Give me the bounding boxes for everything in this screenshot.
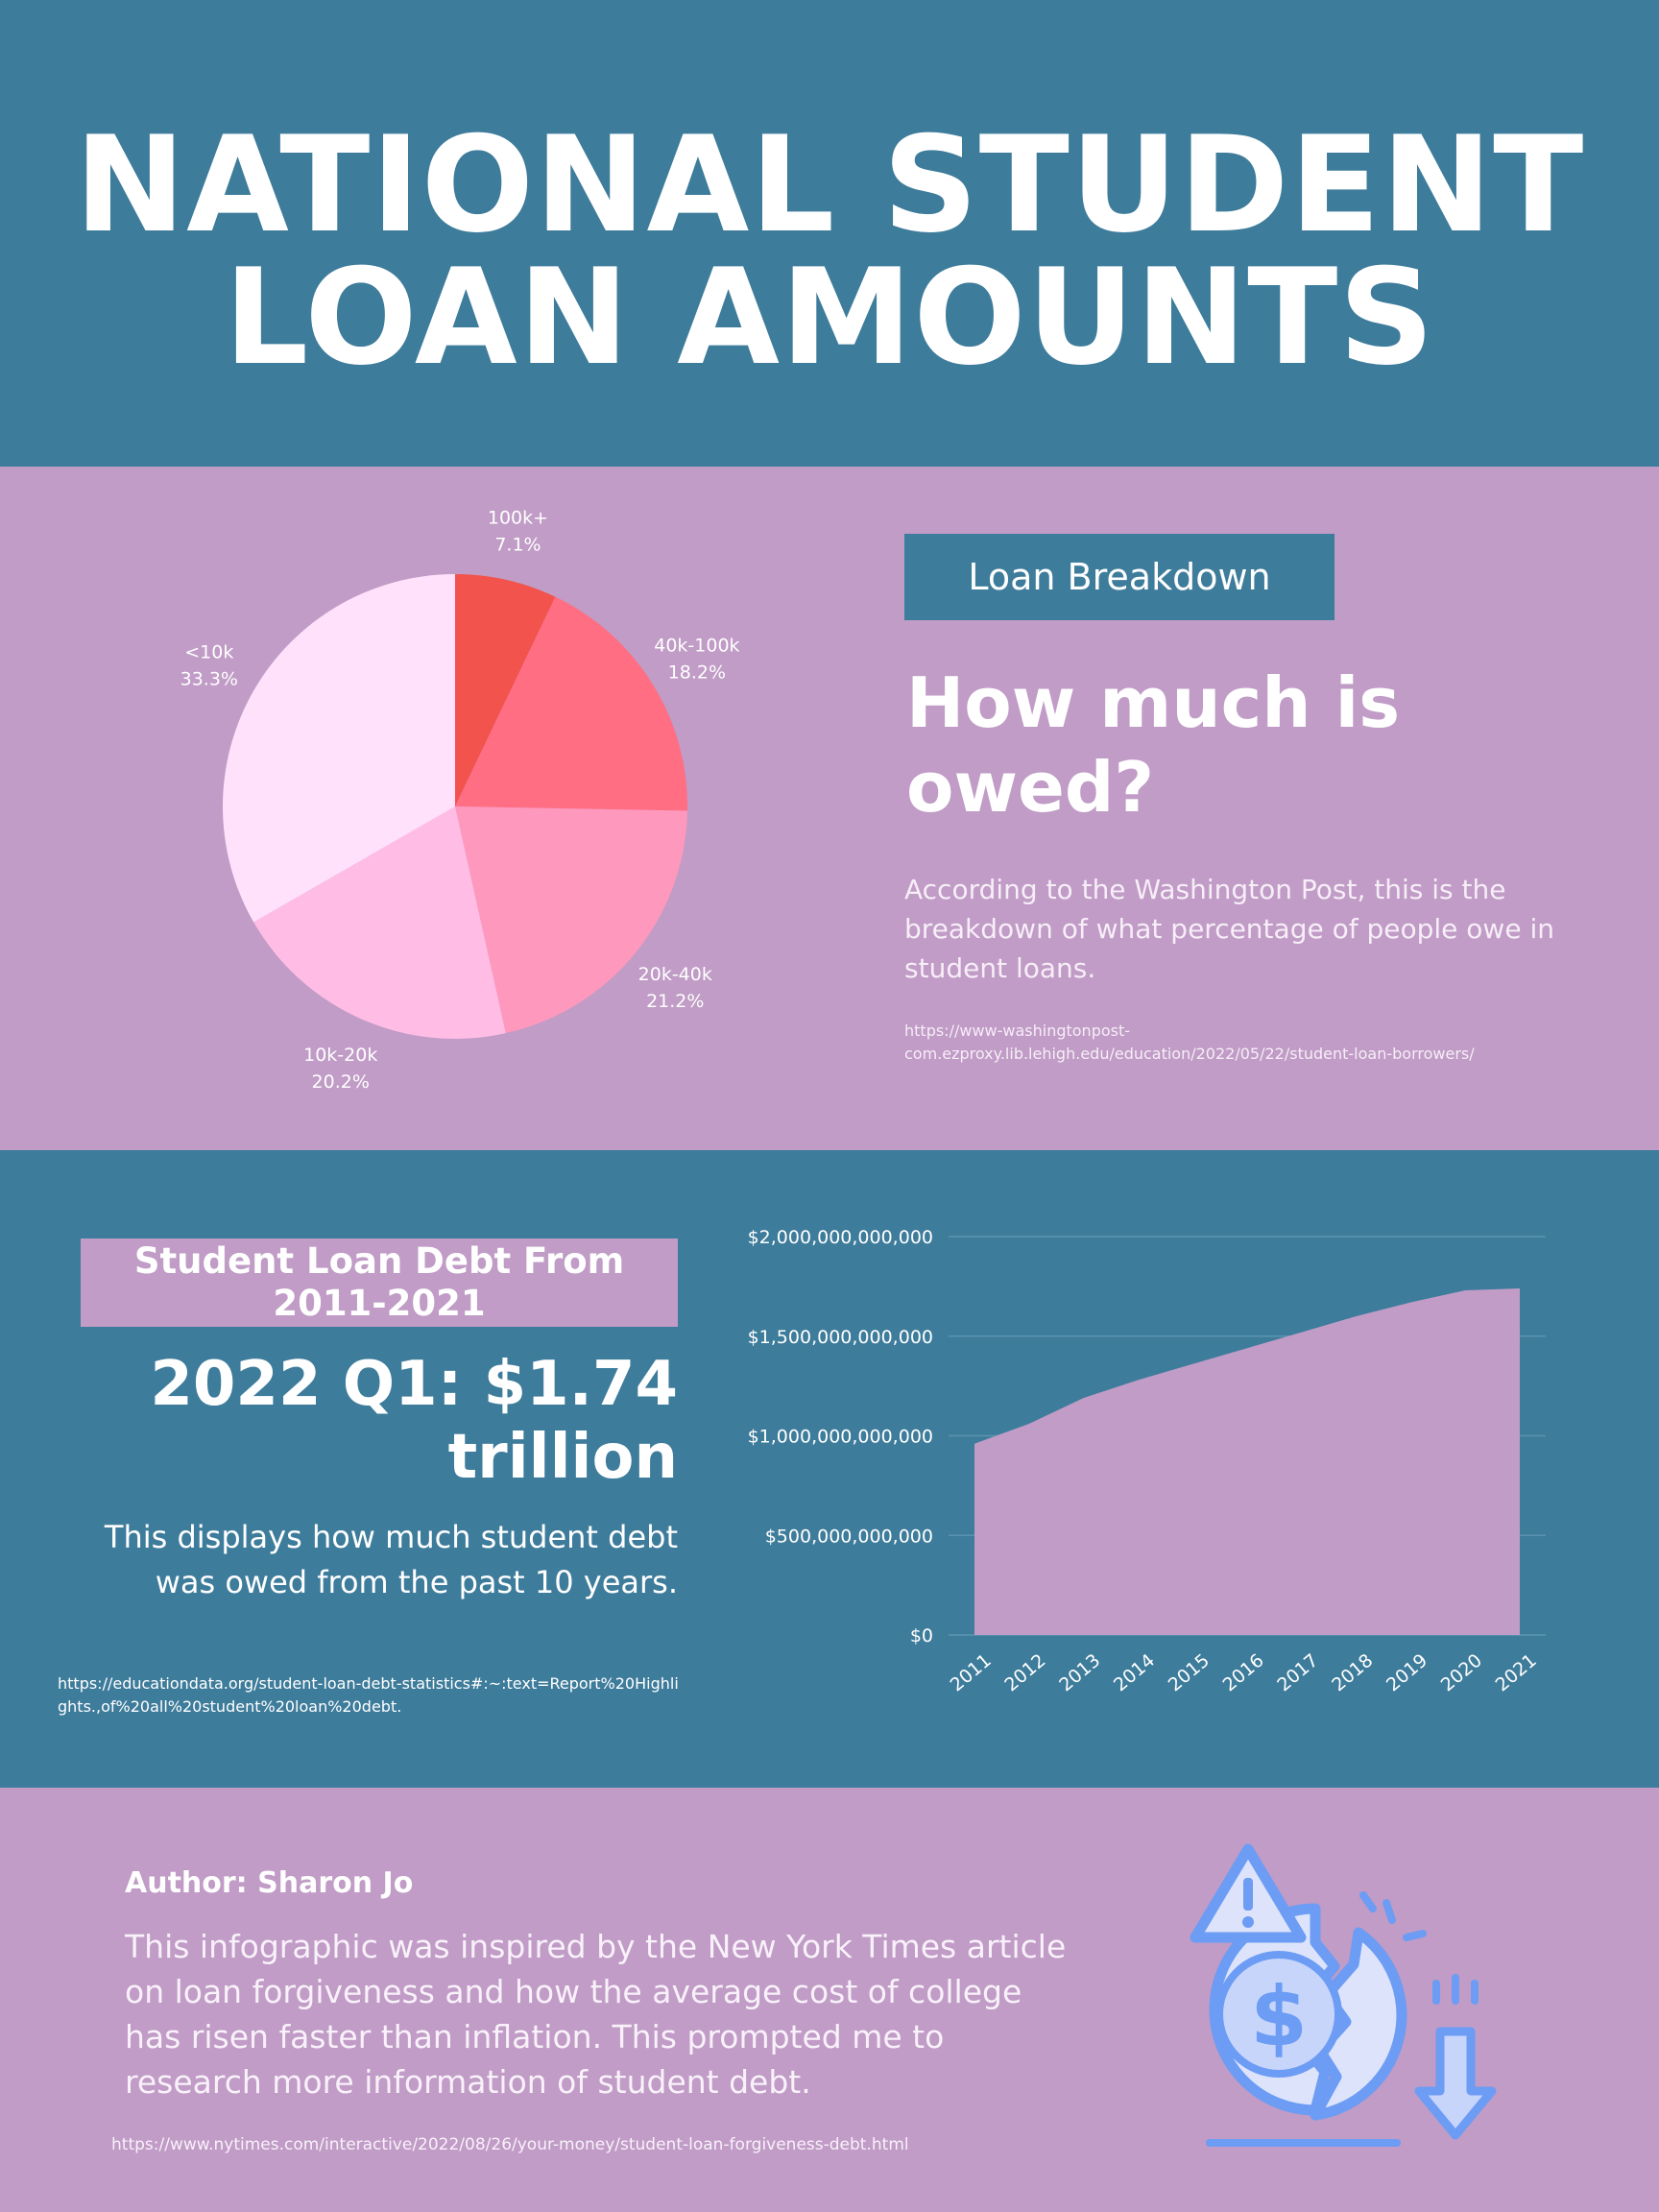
pie-category-label: <10k bbox=[184, 642, 233, 663]
y-tick-label: $500,000,000,000 bbox=[765, 1526, 933, 1547]
loan-breakdown-tag: Loan Breakdown bbox=[904, 534, 1334, 620]
pie-percent-label: 20.2% bbox=[312, 1071, 370, 1093]
pie-percent-label: 7.1% bbox=[494, 534, 541, 555]
x-tick-label: 2018 bbox=[1328, 1649, 1377, 1695]
debt-source-link[interactable]: https://educationdata.org/student-loan-d… bbox=[58, 1674, 679, 1716]
pie-category-label: 10k-20k bbox=[303, 1045, 377, 1066]
y-tick-label: $2,000,000,000,000 bbox=[748, 1227, 933, 1248]
x-tick-label: 2013 bbox=[1055, 1649, 1104, 1695]
x-tick-label: 2021 bbox=[1492, 1649, 1541, 1695]
footer-source-link[interactable]: https://www.nytimes.com/interactive/2022… bbox=[111, 2135, 909, 2154]
svg-text:$: $ bbox=[1250, 1969, 1308, 2065]
x-tick-label: 2019 bbox=[1382, 1649, 1431, 1695]
page-title-line-2: LOAN AMOUNTS bbox=[224, 240, 1435, 395]
debt-area-series bbox=[974, 1287, 1520, 1635]
author-description: This infographic was inspired by the New… bbox=[125, 1928, 1067, 2101]
pie-category-label: 20k-40k bbox=[638, 964, 712, 985]
pie-slice-3 bbox=[253, 806, 506, 1039]
debt-chart-tag: Student Loan Debt From 2011-2021 bbox=[81, 1238, 678, 1327]
y-tick-label: $1,500,000,000,000 bbox=[748, 1327, 933, 1348]
x-tick-label: 2015 bbox=[1165, 1649, 1214, 1695]
pie-category-label: 100k+ bbox=[488, 507, 548, 528]
pie-percent-label: 18.2% bbox=[668, 662, 726, 684]
x-tick-label: 2014 bbox=[1110, 1649, 1159, 1695]
page-title-line-1: NATIONAL STUDENT bbox=[74, 108, 1585, 262]
pie-slice-4 bbox=[222, 574, 455, 923]
debt-description: This displays how much student debt was … bbox=[104, 1519, 678, 1600]
y-tick-label: $0 bbox=[910, 1625, 933, 1647]
breakdown-heading: How much is owed? bbox=[906, 662, 1401, 828]
pie-slice-2 bbox=[455, 806, 687, 1034]
x-tick-label: 2020 bbox=[1437, 1649, 1486, 1695]
pie-percent-label: 21.2% bbox=[646, 991, 704, 1012]
pie-slice-0 bbox=[455, 574, 556, 806]
pie-category-label: 40k-100k bbox=[654, 636, 739, 657]
pie-slice-1 bbox=[455, 596, 687, 811]
author-name: Author: Sharon Jo bbox=[125, 1866, 414, 1900]
title-section bbox=[0, 0, 1659, 467]
pie-percent-label: 33.3% bbox=[180, 669, 238, 690]
breakdown-description: According to the Washington Post, this i… bbox=[904, 874, 1554, 984]
x-tick-label: 2016 bbox=[1219, 1649, 1268, 1695]
debt-value-headline: 2022 Q1: $1.74 trillion bbox=[150, 1349, 678, 1493]
x-tick-label: 2011 bbox=[947, 1649, 996, 1695]
x-tick-label: 2012 bbox=[1000, 1649, 1049, 1695]
broken-dollar-coin-warning-icon: $ bbox=[1190, 1843, 1497, 2147]
breakdown-source-link[interactable]: https://www-washingtonpost-com.ezproxy.l… bbox=[904, 1022, 1475, 1063]
y-tick-label: $1,000,000,000,000 bbox=[748, 1427, 933, 1448]
x-tick-label: 2017 bbox=[1273, 1649, 1322, 1695]
